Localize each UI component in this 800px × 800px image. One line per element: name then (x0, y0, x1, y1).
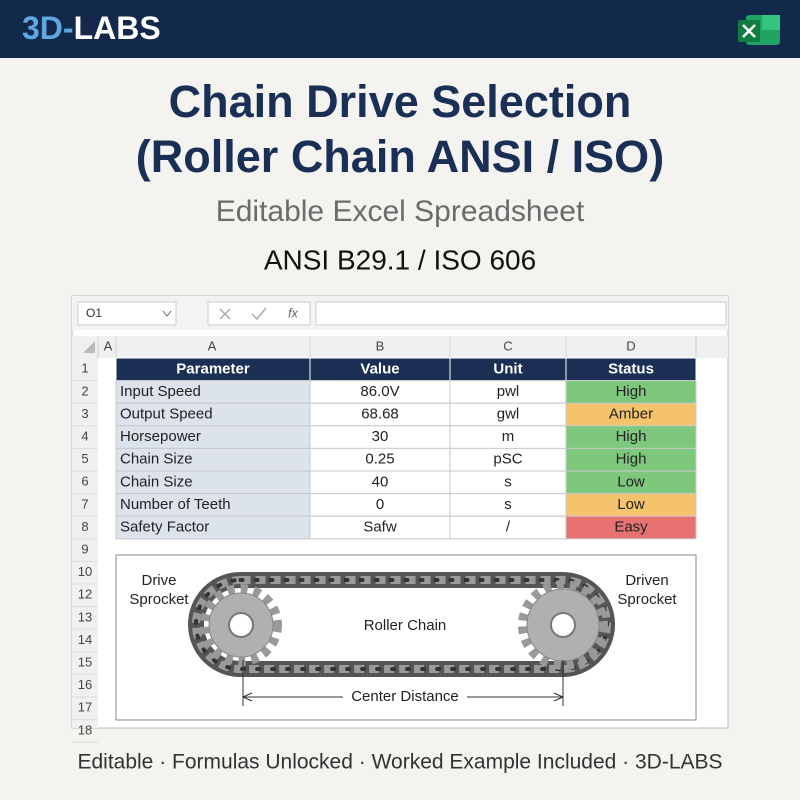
title-line: (Roller Chain ANSI / ISO) (136, 131, 664, 182)
dropdown-arrow[interactable] (162, 310, 172, 317)
table-cell-text: 30 (372, 428, 389, 445)
table-cell-text: Chain Size (120, 451, 193, 468)
brand-part: LABS (74, 10, 161, 46)
sprocket-hub (228, 612, 254, 638)
table-cell-text: 86.0V (360, 383, 399, 400)
table-cell (565, 515, 697, 540)
table-cell-text: s (504, 473, 512, 490)
table-cell-text: Output Speed (120, 405, 213, 422)
driven-label: Driven (625, 572, 668, 589)
fx-label[interactable]: fx (288, 305, 299, 320)
sprocket-teeth (518, 580, 608, 670)
row-number: 14 (78, 632, 92, 647)
table-header-text: Parameter (176, 360, 250, 377)
table-cell-text: Safety Factor (120, 518, 209, 535)
name-box-text: O1 (86, 306, 102, 320)
table-cell-text: High (616, 428, 647, 445)
table-header-text: Value (360, 360, 399, 377)
row-number: 18 (78, 722, 92, 737)
sprocket-teeth (200, 584, 282, 666)
brand: 3D-LABS (22, 10, 161, 46)
row-header-bar (72, 358, 98, 728)
row-number: 10 (78, 564, 92, 579)
row-number: 3 (81, 406, 88, 421)
table-cell-text: Number of Teeth (120, 496, 231, 513)
chain-label: Roller Chain (364, 617, 447, 634)
name-box[interactable] (77, 301, 177, 326)
row-number: 13 (78, 609, 92, 624)
row-number: 6 (81, 474, 88, 489)
row-number: 4 (81, 429, 88, 444)
row-number: 12 (78, 587, 92, 602)
standard: ANSI B29.1 / ISO 606 (264, 244, 536, 275)
table-cell-text: Chain Size (120, 473, 193, 490)
row-number: 5 (81, 451, 88, 466)
row-number: 9 (81, 542, 88, 557)
table-cell-text: Low (617, 473, 645, 490)
title-line: Chain Drive Selection (169, 76, 632, 127)
column-header: B (376, 338, 385, 353)
driven-label: Sprocket (617, 591, 677, 608)
column-header: D (626, 338, 635, 353)
table-cell-text: pwl (497, 383, 520, 400)
dimension-label-bg (343, 688, 467, 706)
formula-input[interactable] (315, 301, 727, 326)
table-cell-text: m (502, 428, 515, 445)
table-cell-text: Amber (609, 405, 653, 422)
drive-label: Sprocket (129, 591, 189, 608)
table-header-text: Status (608, 360, 654, 377)
enter-icon[interactable] (251, 307, 267, 321)
table-cell-text: 40 (372, 473, 389, 490)
footer: Editable · Formulas Unlocked · Worked Ex… (77, 751, 722, 774)
row-number: 17 (78, 700, 92, 715)
table-cell-text: High (616, 383, 647, 400)
table-cell-text: Low (617, 496, 645, 513)
table-cell-text: 0 (376, 496, 384, 513)
table-cell-text: pSC (493, 451, 522, 468)
table-cell-text: Input Speed (120, 383, 201, 400)
table-cell-text: / (506, 518, 511, 535)
table-cell-text: gwl (497, 405, 520, 422)
table-cell-text: High (616, 451, 647, 468)
column-header: C (503, 338, 512, 353)
table-cell-text: Safw (363, 518, 397, 535)
table-cell-text: s (504, 496, 512, 513)
column-header: A (208, 338, 217, 353)
header-bar (0, 0, 800, 58)
table-cell-text: Horsepower (120, 428, 201, 445)
subtitle: Editable Excel Spreadsheet (216, 195, 585, 228)
table-header-text: Unit (493, 360, 522, 377)
drive-label: Drive (141, 572, 176, 589)
excel-icon (738, 15, 780, 45)
select-all[interactable] (83, 341, 95, 353)
table-cell-text: Easy (614, 518, 648, 535)
sprocket-hub (550, 612, 576, 638)
brand-part: 3D- (22, 10, 74, 46)
row-number: 8 (81, 519, 88, 534)
table-cell-text: 0.25 (365, 451, 394, 468)
table-cell-text: 68.68 (361, 405, 399, 422)
row-number: 2 (81, 383, 88, 398)
distance-label: Center Distance (351, 688, 459, 705)
column-header: A (104, 338, 113, 353)
row-number: 16 (78, 677, 92, 692)
cancel-icon[interactable] (219, 308, 231, 320)
formula-buttons (207, 301, 311, 326)
row-number: 1 (81, 361, 88, 376)
row-number: 15 (78, 655, 92, 670)
column-header-bar (72, 336, 728, 358)
row-number: 7 (81, 496, 88, 511)
